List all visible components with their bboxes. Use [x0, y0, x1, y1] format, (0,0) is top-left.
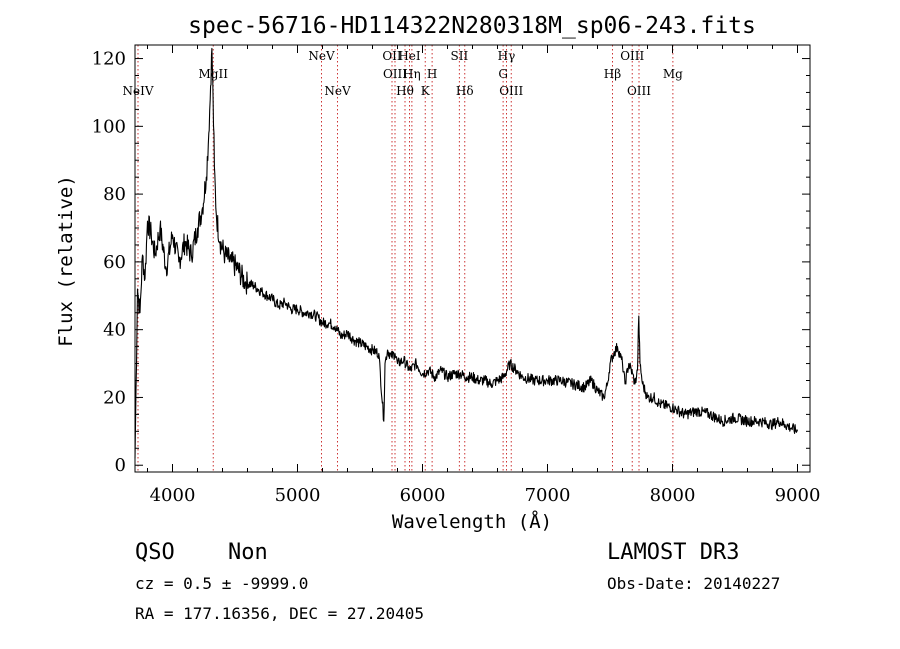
line-label: Mg [663, 67, 683, 81]
y-tick-label: 80 [103, 184, 126, 205]
observation-date: Obs-Date: 20140227 [607, 574, 780, 593]
line-label: Hβ [604, 67, 621, 81]
spectral-line-markers [137, 45, 674, 472]
line-label: MgII [199, 67, 229, 81]
x-axis-label: Wavelength (Å) [392, 510, 552, 533]
y-tick-label: 40 [103, 320, 126, 341]
x-tick-label: 7000 [525, 485, 571, 506]
line-label: Hη [403, 67, 421, 81]
x-tick-label: 5000 [275, 485, 321, 506]
object-class: QSO [135, 540, 175, 565]
line-label: OIII [620, 49, 644, 63]
line-label: OIII [499, 84, 523, 98]
y-tick-label: 120 [92, 49, 126, 70]
line-label: OIII [627, 84, 651, 98]
x-axis-ticks: 4000 5000 6000 7000 8000 9000 [147, 45, 821, 506]
x-tick-label: 8000 [650, 485, 696, 506]
line-label: NeV [308, 49, 335, 63]
spectrum-line [134, 47, 799, 459]
line-label: NeV [324, 84, 351, 98]
line-label: NeIV [122, 84, 153, 98]
line-label: G [498, 67, 508, 81]
line-label: Hγ [498, 49, 516, 63]
redshift-line: cz = 0.5 ± -9999.0 [135, 574, 308, 593]
y-axis-label: Flux (relative) [55, 175, 77, 347]
y-tick-label: 100 [92, 116, 126, 137]
coordinates-line: RA = 177.16356, DEC = 27.20405 [135, 604, 424, 623]
object-subclass: Non [228, 540, 268, 565]
line-label: HeI [398, 49, 421, 63]
chart-title: spec-56716-HD114322N280318M_sp06-243.fit… [188, 13, 756, 39]
plot-frame [134, 44, 811, 473]
x-tick-label: 6000 [400, 485, 446, 506]
y-tick-label: 20 [103, 387, 126, 408]
x-tick-label: 9000 [775, 485, 821, 506]
line-label: OII [382, 49, 402, 63]
line-label: Hδ [456, 84, 474, 98]
x-tick-label: 4000 [150, 485, 196, 506]
line-label: OIII [383, 67, 407, 81]
line-label: K [421, 84, 431, 98]
y-tick-label: 0 [115, 455, 126, 476]
survey-name: LAMOST DR3 [607, 540, 739, 565]
line-label: Hθ [396, 84, 414, 98]
y-axis-ticks: 0 20 40 60 80 100 120 [92, 49, 810, 476]
line-label: SII [451, 49, 469, 63]
line-label: H [427, 67, 437, 81]
y-tick-label: 60 [103, 252, 126, 273]
